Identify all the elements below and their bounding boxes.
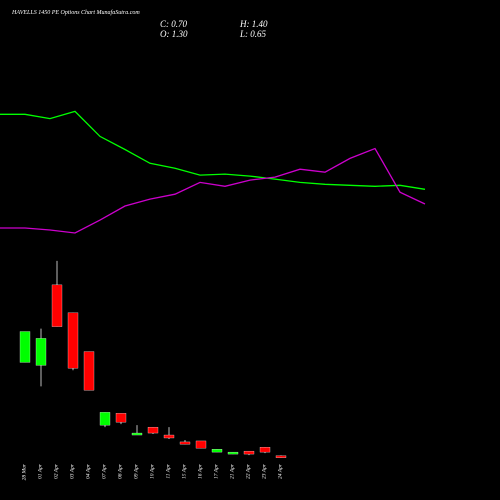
x-tick-label: 09 Apr — [133, 463, 139, 479]
x-tick-label: 03 Apr — [69, 463, 75, 479]
x-tick-label: 08 Apr — [117, 463, 123, 479]
candle-body — [131, 432, 143, 436]
candle-body — [195, 440, 207, 449]
x-tick-label: 28 Mar — [21, 463, 27, 480]
candle-body — [179, 441, 191, 445]
line-series — [0, 147, 426, 234]
candle-body — [67, 312, 79, 369]
candle-body — [51, 284, 63, 327]
x-tick-label: 24 Apr — [276, 463, 283, 479]
candle-body — [259, 447, 271, 453]
x-tick-label: 15 Apr — [181, 463, 187, 479]
candle-body — [83, 351, 95, 391]
candle-body — [99, 412, 111, 426]
candle-body — [147, 426, 159, 434]
x-tick-label: 22 Apr — [245, 463, 251, 479]
x-tick-label: 21 Apr — [229, 463, 235, 479]
open-label: O: 1.30 — [160, 29, 188, 39]
candle-body — [115, 413, 127, 423]
candle-body — [275, 455, 287, 458]
x-tick-label: 11 Apr — [165, 463, 171, 478]
x-tick-label: 16 Apr — [197, 463, 203, 479]
low-label: L: 0.65 — [239, 29, 267, 39]
high-label: H: 1.40 — [239, 19, 268, 29]
candle-body — [35, 338, 47, 366]
x-tick-label: 10 Apr — [149, 463, 155, 479]
line-series — [0, 110, 426, 190]
candle-body — [163, 434, 175, 439]
x-tick-label: 23 Apr — [261, 463, 267, 479]
x-tick-label: 17 Apr — [213, 463, 219, 479]
x-tick-label: 07 Apr — [101, 463, 107, 479]
x-tick-label: 04 Apr — [84, 463, 91, 479]
candle-body — [211, 449, 223, 453]
x-tick-label: 02 Apr — [53, 463, 59, 479]
chart-title: HAVELLS 1450 PE Options Chart MunafaSutr… — [11, 9, 140, 16]
close-label: C: 0.70 — [160, 19, 188, 29]
x-tick-label: 01 Apr — [37, 463, 43, 479]
candle-body — [227, 451, 239, 455]
candle-body — [19, 331, 31, 363]
candle-body — [243, 450, 255, 455]
